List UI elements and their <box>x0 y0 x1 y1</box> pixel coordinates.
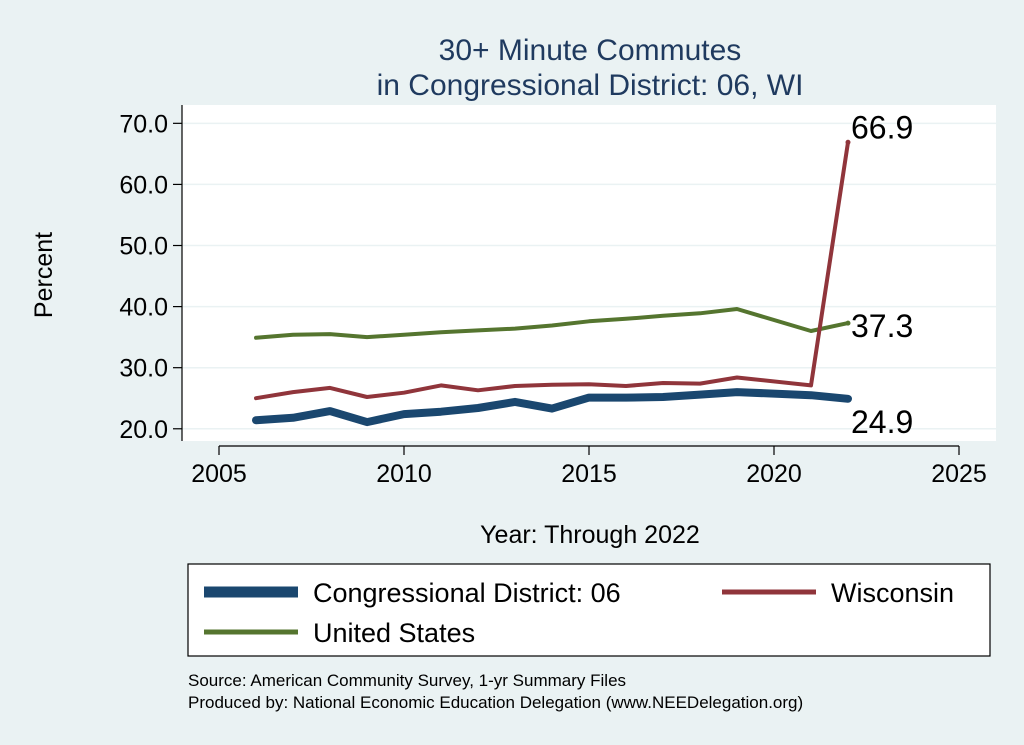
legend-label-united-states: United States <box>313 618 475 648</box>
end-label-wisconsin: 66.9 <box>851 109 913 145</box>
legend-label-wisconsin: Wisconsin <box>831 578 954 608</box>
y-tick-label: 30.0 <box>119 355 168 383</box>
produced-by-note: Produced by: National Economic Education… <box>188 693 803 712</box>
series-line-wisconsin <box>254 140 850 401</box>
source-note: Source: American Community Survey, 1-yr … <box>188 671 626 690</box>
y-tick-label: 40.0 <box>119 294 168 322</box>
end-label-united-states: 37.3 <box>851 308 913 344</box>
series-end-point-wisconsin <box>845 139 851 145</box>
x-tick-label: 2015 <box>561 460 617 488</box>
end-label-congressional-district-06: 24.9 <box>851 404 913 440</box>
y-tick-label: 70.0 <box>119 110 168 138</box>
series-end-point-united-states <box>845 320 851 326</box>
labels-layer: 24.9 66.9 37.3 <box>851 109 913 440</box>
y-tick-label: 60.0 <box>119 171 168 199</box>
series-line-united-states <box>254 307 850 340</box>
x-tick-label: 2025 <box>931 460 987 488</box>
x-tick-label: 2010 <box>376 460 432 488</box>
x-axis-label: Year: Through 2022 <box>480 521 700 549</box>
x-tick-label: 2005 <box>191 460 247 488</box>
chart-title-line-2: in Congressional District: 06, WI <box>377 69 804 102</box>
series-layer <box>252 139 852 427</box>
x-tick-label: 2020 <box>746 460 802 488</box>
grid-layer <box>182 122 996 430</box>
y-tick-label: 20.0 <box>119 416 168 444</box>
y-axis-label: Percent <box>30 232 58 318</box>
legend-label-district: Congressional District: 06 <box>313 578 621 608</box>
series-line-congressional-district-06 <box>252 388 852 427</box>
legend-box <box>187 563 991 657</box>
axes-layer: 20.0 30.0 40.0 50.0 60.0 70.0 2005 2010 2015 2020… <box>119 105 987 488</box>
y-tick-label: 50.0 <box>119 233 168 261</box>
series-end-point-congressional-district-06 <box>845 396 851 402</box>
chart-title-line-1: 30+ Minute Commutes <box>439 34 742 67</box>
